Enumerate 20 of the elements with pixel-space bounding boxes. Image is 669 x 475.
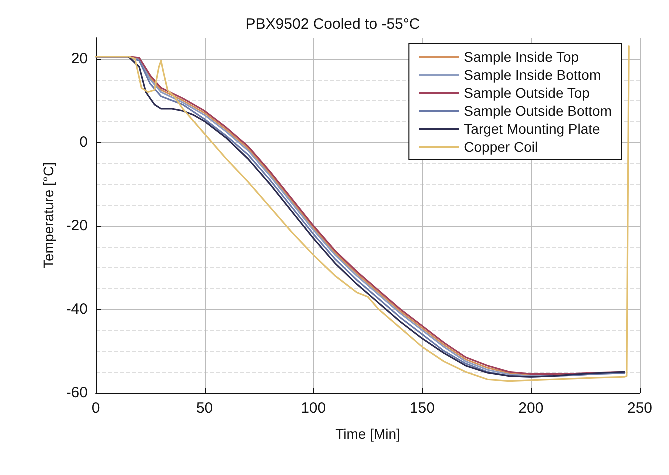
chart-title: PBX9502 Cooled to -55°C	[246, 16, 420, 33]
x-tick-label: 200	[518, 400, 544, 417]
legend-label: Target Mounting Plate	[464, 121, 601, 137]
legend-label: Sample Outside Top	[464, 85, 590, 101]
x-tick-label: 50	[196, 400, 214, 417]
y-tick-label: 20	[71, 50, 88, 68]
y-axis-title: Temperature [°C]	[40, 162, 56, 268]
legend-label: Copper Coil	[464, 139, 538, 155]
x-tick-label: 0	[92, 400, 100, 417]
y-tick-label: -20	[66, 217, 88, 234]
y-tick-label: 0	[80, 134, 88, 151]
y-tick-label: -40	[66, 300, 88, 318]
legend-label: Sample Outside Bottom	[464, 103, 612, 119]
x-tick-label: 150	[410, 400, 435, 417]
x-tick-label: 100	[301, 400, 326, 417]
legend-label: Sample Inside Top	[464, 49, 580, 65]
x-tick-label: 250	[627, 400, 653, 417]
x-axis-title: Time [Min]	[336, 426, 400, 442]
legend-label: Sample Inside Bottom	[464, 67, 602, 83]
y-tick-label: -60	[66, 384, 88, 402]
